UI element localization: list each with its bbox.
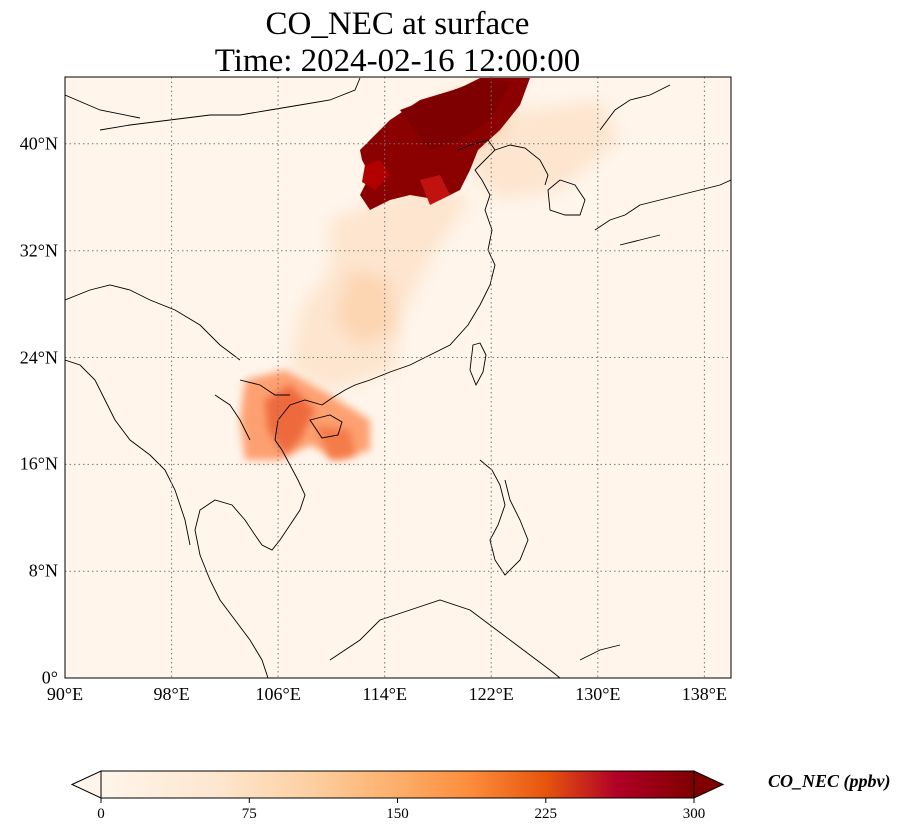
x-tick-label: 122°E <box>468 684 514 704</box>
x-tick-label: 90°E <box>46 684 84 704</box>
colorbar-tick-label: 150 <box>386 806 409 822</box>
co-concentration-field <box>240 78 620 460</box>
x-tick-label: 106°E <box>255 684 301 704</box>
coastlines-borders <box>65 77 731 678</box>
colorbar-tick-label: 225 <box>534 806 558 822</box>
gridlines <box>65 77 731 678</box>
y-tick-label: 40°N <box>19 133 58 154</box>
colorbar-gradient <box>101 771 694 798</box>
colorbar <box>70 770 725 803</box>
y-tick-label: 0° <box>41 667 58 688</box>
x-tick-label: 98°E <box>153 684 190 704</box>
y-tick-label: 32°N <box>19 240 58 261</box>
colorbar-extend-max <box>693 770 725 799</box>
x-tick-label: 138°E <box>681 684 727 704</box>
colorbar-tick-label: 75 <box>241 806 257 822</box>
y-tick-label: 24°N <box>19 347 58 367</box>
x-tick-label: 130°E <box>575 684 621 704</box>
map-title: CO_NEC at surface <box>265 6 530 42</box>
x-tick-label: 114°E <box>362 684 407 704</box>
colorbar-label: CO_NEC (ppbv) <box>768 771 891 791</box>
map-frame <box>64 76 732 679</box>
y-tick-label: 8°N <box>28 560 58 581</box>
colorbar-tick-label: 300 <box>682 806 706 822</box>
map-subtitle-time: Time: 2024-02-16 12:00:00 <box>214 43 581 79</box>
y-tick-label: 16°N <box>19 453 58 474</box>
colorbar-tick-label: 0 <box>97 806 105 822</box>
colorbar-extend-min <box>70 770 102 799</box>
